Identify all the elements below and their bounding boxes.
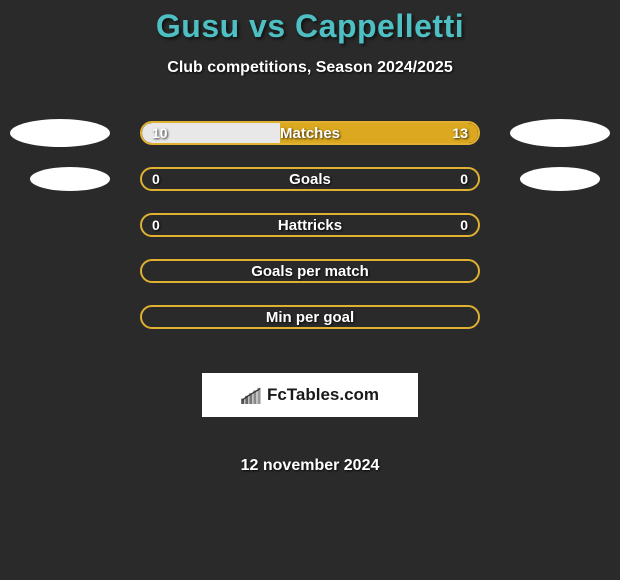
stat-value-left: 0 [152, 171, 160, 187]
stat-row: 10 Matches 13 [0, 121, 620, 145]
stat-bar: 10 Matches 13 [140, 121, 480, 145]
stat-bar: 0 Hattricks 0 [140, 213, 480, 237]
date-text: 12 november 2024 [241, 457, 380, 475]
avatar-right [510, 119, 610, 147]
stat-label: Goals per match [251, 263, 369, 280]
avatar-left [30, 167, 110, 191]
stat-bar: Goals per match [140, 259, 480, 283]
stats-area: 10 Matches 13 0 Goals 0 0 Hattricks 0 Goals per m… [0, 121, 620, 475]
stat-value-right: 0 [460, 171, 468, 187]
stat-value-right: 0 [460, 217, 468, 233]
stat-value-left: 10 [152, 125, 168, 141]
stat-row: Min per goal [0, 305, 620, 329]
stat-row: Goals per match [0, 259, 620, 283]
stat-label: Min per goal [266, 309, 354, 326]
stat-bar: 0 Goals 0 [140, 167, 480, 191]
avatar-right [520, 167, 600, 191]
stat-label: Matches [280, 125, 340, 142]
infographic-container: Gusu vs Cappelletti Club competitions, S… [0, 0, 620, 475]
bar-chart-icon [241, 386, 263, 404]
stat-value-right: 13 [452, 125, 468, 141]
stat-label: Hattricks [278, 217, 342, 234]
avatar-left [10, 119, 110, 147]
brand-box[interactable]: FcTables.com [202, 373, 418, 417]
stat-row: 0 Goals 0 [0, 167, 620, 191]
page-title: Gusu vs Cappelletti [0, 8, 620, 45]
subtitle: Club competitions, Season 2024/2025 [0, 59, 620, 77]
stat-value-left: 0 [152, 217, 160, 233]
stat-row: 0 Hattricks 0 [0, 213, 620, 237]
stat-bar: Min per goal [140, 305, 480, 329]
stat-label: Goals [289, 171, 331, 188]
brand-text: FcTables.com [267, 385, 379, 405]
